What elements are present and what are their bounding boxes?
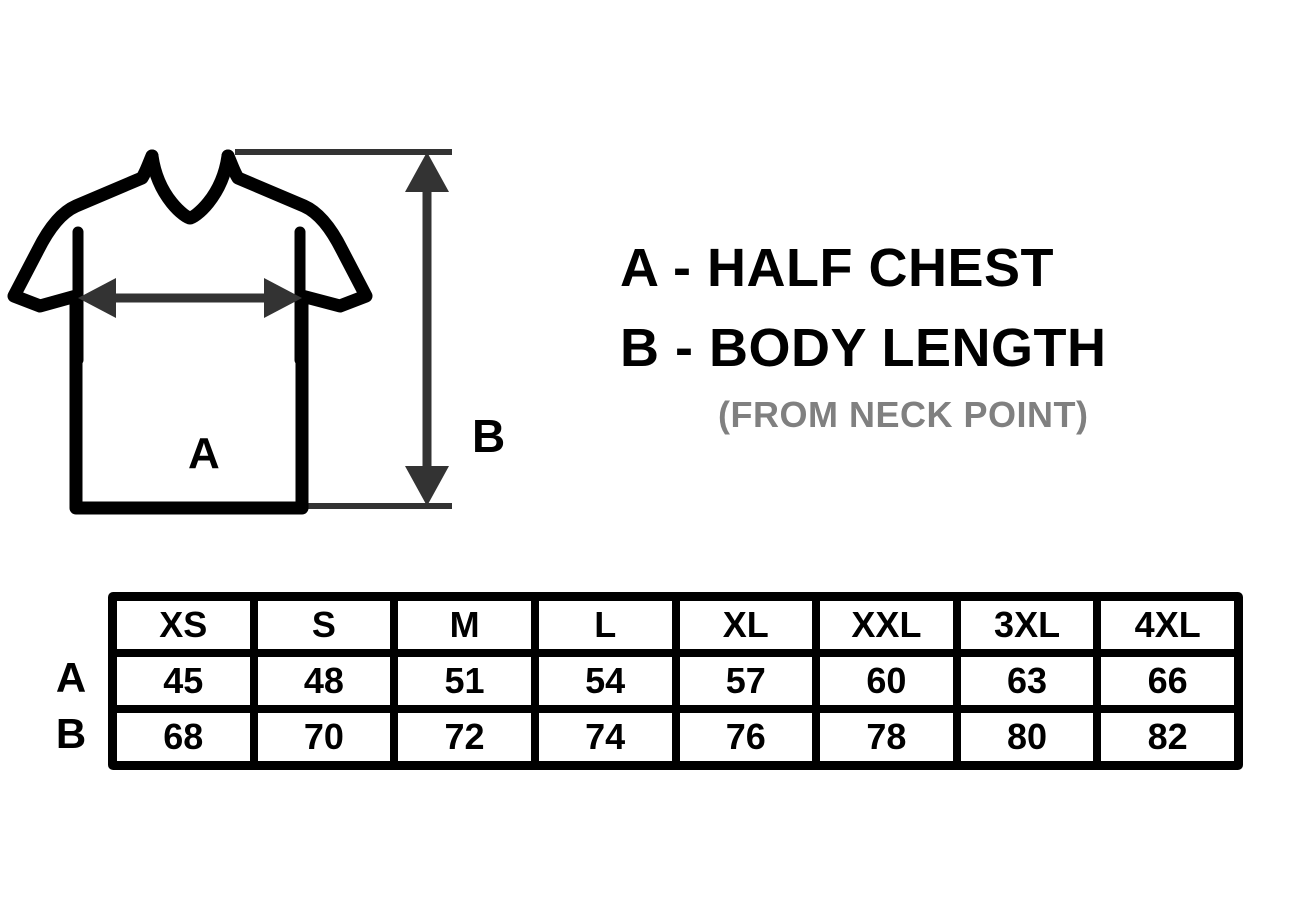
table-header-cell: M: [398, 601, 531, 649]
tshirt-illustration-svg: [7, 149, 452, 515]
table-cell: 66: [1101, 657, 1234, 705]
table-header-cell: 4XL: [1101, 601, 1234, 649]
tshirt-diagram: A B: [0, 110, 560, 540]
table-row: 45 48 51 54 57 60 63 66: [117, 657, 1234, 705]
table-cell: 76: [679, 713, 813, 761]
chest-dimension-label: A: [188, 429, 220, 478]
table-row: 68 70 72 74 76 78 80 82: [117, 713, 1234, 761]
legend-body-length: B - BODY LENGTH: [620, 318, 1107, 378]
table-header-cell: XL: [679, 601, 813, 649]
table-header-row: XS S M L XL XXL 3XL 4XL: [117, 601, 1234, 649]
measurement-legend: A - HALF CHEST B - BODY LENGTH (FROM NEC…: [620, 228, 1260, 442]
table-header-cell: S: [257, 601, 391, 649]
length-dimension-label: B: [472, 410, 506, 462]
size-table: XS S M L XL XXL 3XL 4XL 45 48 51 54 57 6…: [108, 592, 1243, 770]
table-cell: 82: [1101, 713, 1234, 761]
table-header-cell: 3XL: [960, 601, 1094, 649]
table-cell: 70: [257, 713, 391, 761]
table-header-cell: XXL: [820, 601, 953, 649]
length-dimension-arrow: [405, 152, 449, 506]
table-header-cell: XS: [117, 601, 250, 649]
chest-dimension-arrow: [78, 278, 302, 318]
legend-from-neck-point-note: (FROM NECK POINT): [718, 394, 1089, 435]
table-cell: 63: [960, 657, 1094, 705]
table-cell: 72: [398, 713, 531, 761]
table-cell: 74: [538, 713, 672, 761]
table-cell: 48: [257, 657, 391, 705]
table-cell: 60: [820, 657, 953, 705]
tshirt-outline: [7, 149, 373, 515]
table-cell: 68: [117, 713, 250, 761]
table-cell: 57: [679, 657, 813, 705]
row-axis-label-column: A B: [40, 592, 102, 772]
table-cell: 45: [117, 657, 250, 705]
legend-half-chest: A - HALF CHEST: [620, 238, 1054, 298]
size-table-area: A B XS S M L XL XXL 3XL 4XL 45 48 51 54 …: [40, 592, 1250, 772]
row-axis-label-a: A: [55, 654, 87, 701]
table-cell: 51: [398, 657, 531, 705]
table-header-cell: L: [538, 601, 672, 649]
neckline-collar: [145, 149, 235, 225]
table-cell: 54: [538, 657, 672, 705]
table-cell: 78: [820, 713, 953, 761]
table-cell: 80: [960, 713, 1094, 761]
row-axis-label-b: B: [55, 710, 87, 757]
